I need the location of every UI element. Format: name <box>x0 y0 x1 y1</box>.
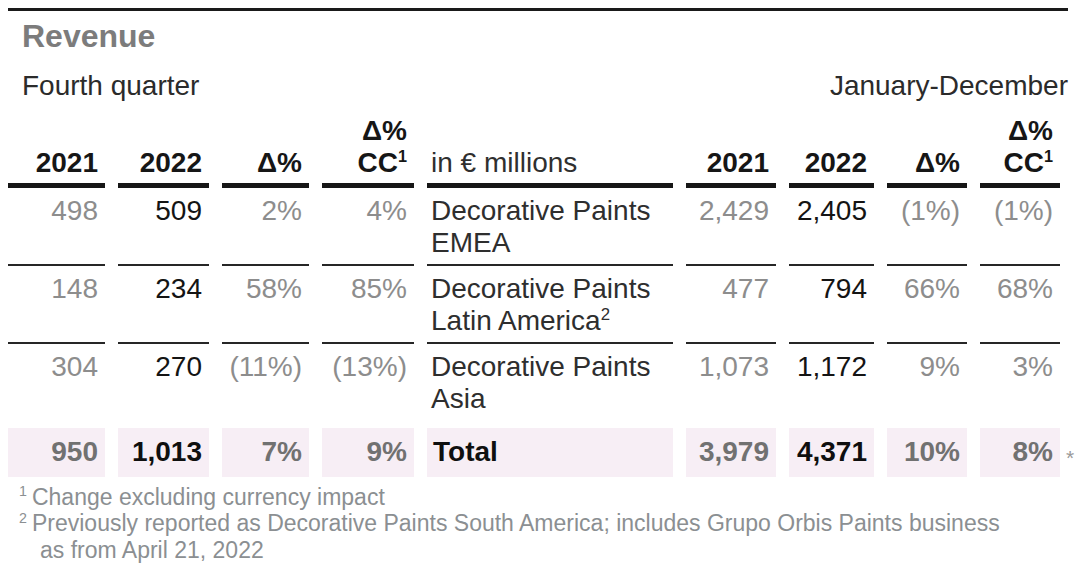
segment-name-line2: Asia <box>431 383 673 415</box>
footnote-2-marker: 2 <box>19 510 27 526</box>
segment-name-line1: Decorative Paints <box>431 273 673 305</box>
header-q4-2021: 2021 <box>8 115 105 188</box>
cell-q4-2022: 234 <box>118 266 209 344</box>
cell-q4-delta-cc: 85% <box>322 266 414 344</box>
cell-q4-delta: (11%) <box>222 344 309 420</box>
total-q4-2022: 1,013 <box>118 428 209 477</box>
period-row: Fourth quarter January-December <box>22 71 1068 102</box>
cell-fy-delta: 9% <box>887 344 967 420</box>
cell-fy-2021: 2,429 <box>686 188 776 266</box>
cell-fy-delta-cc: (1%) <box>980 188 1060 266</box>
header-q4-delta-cc-line1: Δ% <box>362 115 407 146</box>
total-q4-delta-cc: 9% <box>322 428 414 477</box>
segment-name-line2-text: Latin America <box>431 305 601 336</box>
segment-name-line1: Decorative Paints <box>431 351 673 383</box>
segment-name-line2-text: Asia <box>431 383 485 414</box>
table-row-emea: 498 509 2% 4% Decorative Paints EMEA 2,4… <box>8 188 1060 266</box>
cell-fy-2021: 477 <box>686 266 776 344</box>
header-fy-cc-text: CC <box>1004 147 1044 178</box>
cell-fy-delta-cc: 3% <box>980 344 1060 420</box>
cell-q4-2021: 498 <box>8 188 105 266</box>
cell-q4-delta-cc: (13%) <box>322 344 414 420</box>
footnotes: 1 Change excluding currency impact 2 Previ… <box>19 484 1072 565</box>
cell-q4-2022: 270 <box>118 344 209 420</box>
cell-fy-2022: 1,172 <box>789 344 874 420</box>
cell-segment-name: Decorative Paints Latin America2 <box>427 266 673 344</box>
cell-q4-2021: 304 <box>8 344 105 420</box>
header-q4-cc-text: CC <box>358 147 398 178</box>
period-left-label: Fourth quarter <box>22 71 199 102</box>
header-q4-2022: 2022 <box>118 115 209 188</box>
header-q4-delta-cc-line2: CC1 <box>358 147 407 178</box>
total-q4-delta: 7% <box>222 428 309 477</box>
header-fy-delta-cc-line2: CC1 <box>1004 147 1053 178</box>
total-asterisk: * <box>1066 446 1074 470</box>
total-fy-2022: 4,371 <box>789 428 874 477</box>
cell-q4-delta-cc: 4% <box>322 188 414 266</box>
table-row-asia: 304 270 (11%) (13%) Decorative Paints As… <box>8 344 1060 420</box>
segment-name-line1: Decorative Paints <box>431 195 673 227</box>
footnote-2-text: Previously reported as Decorative Paints… <box>32 510 1000 563</box>
header-fy-cc-superscript: 1 <box>1044 146 1053 164</box>
segment-name-line2: Latin America2 <box>431 305 673 337</box>
cell-q4-delta: 2% <box>222 188 309 266</box>
footnote-1-marker: 1 <box>19 483 27 499</box>
cell-q4-delta: 58% <box>222 266 309 344</box>
cell-fy-2022: 2,405 <box>789 188 874 266</box>
segment-name-line2-text: EMEA <box>431 227 510 258</box>
header-fy-2022: 2022 <box>789 115 874 188</box>
header-fy-2021: 2021 <box>686 115 776 188</box>
header-q4-cc-superscript: 1 <box>398 146 407 164</box>
top-rule <box>8 8 1068 11</box>
header-unit-label: in € millions <box>427 115 673 188</box>
report-page: Revenue Fourth quarter January-December … <box>0 0 1080 567</box>
cell-fy-delta: (1%) <box>887 188 967 266</box>
cell-q4-2022: 509 <box>118 188 209 266</box>
cell-fy-delta: 66% <box>887 266 967 344</box>
footnote-1: 1 Change excluding currency impact <box>19 484 1059 511</box>
header-fy-delta: Δ% <box>887 115 967 188</box>
cell-fy-2022: 794 <box>789 266 874 344</box>
total-fy-delta: 10% <box>887 428 967 477</box>
table-header-row: 2021 2022 Δ% Δ% CC1 in € millions 2021 2… <box>8 115 1060 188</box>
period-right-label: January-December <box>830 71 1068 102</box>
cell-fy-delta-cc: 68% <box>980 266 1060 344</box>
total-fy-2021: 3,979 <box>686 428 776 477</box>
total-q4-2021: 950 <box>8 428 105 477</box>
cell-segment-name: Decorative Paints EMEA <box>427 188 673 266</box>
total-fy-delta-cc: 8% <box>980 428 1060 477</box>
header-fy-delta-cc-line1: Δ% <box>1008 115 1053 146</box>
total-label: Total <box>427 428 673 477</box>
footnote-1-text: Change excluding currency impact <box>32 484 385 510</box>
cell-q4-2021: 148 <box>8 266 105 344</box>
table-row-latin-america: 148 234 58% 85% Decorative Paints Latin … <box>8 266 1060 344</box>
header-q4-delta-cc: Δ% CC1 <box>322 115 414 188</box>
footnote-2: 2 Previously reported as Decorative Paint… <box>19 510 1059 564</box>
table-total-row: 950 1,013 7% 9% Total 3,979 4,371 10% 8% <box>8 428 1060 477</box>
cell-fy-2021: 1,073 <box>686 344 776 420</box>
cell-segment-name: Decorative Paints Asia <box>427 344 673 420</box>
header-q4-delta: Δ% <box>222 115 309 188</box>
segment-name-line2: EMEA <box>431 227 673 259</box>
segment-name-superscript: 2 <box>601 305 610 324</box>
page-title: Revenue <box>22 20 1072 54</box>
header-fy-delta-cc: Δ% CC1 <box>980 115 1060 188</box>
